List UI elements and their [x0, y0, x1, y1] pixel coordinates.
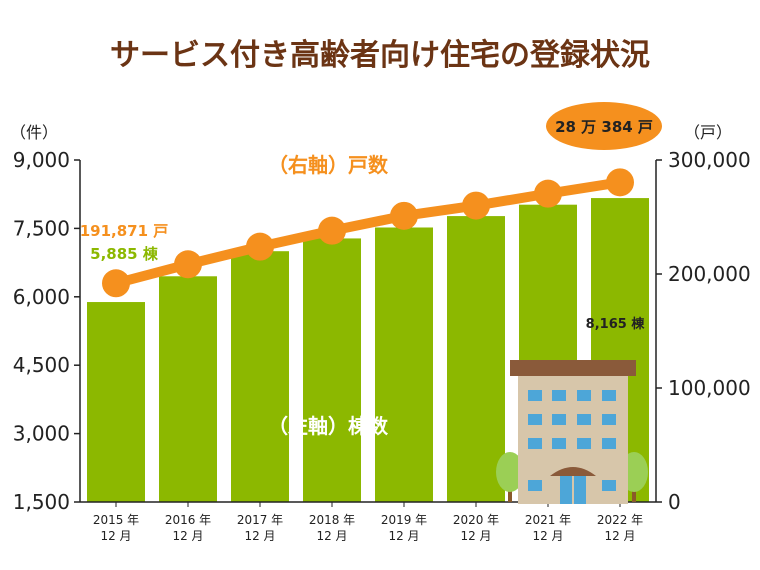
x-tick-label: 12 月	[172, 529, 203, 543]
building-illustration	[496, 360, 648, 504]
right-tick-label: 100,000	[668, 376, 751, 400]
line-point	[390, 201, 418, 230]
bar	[231, 251, 289, 502]
bar	[87, 302, 145, 502]
line-series-label: （右軸）戸数	[268, 153, 389, 177]
right-tick-label: 300,000	[668, 148, 751, 172]
bar-series-label: （左軸）棟数	[268, 414, 389, 438]
first-buildings-annotation: 5,885 棟	[90, 245, 159, 263]
bar	[447, 216, 505, 502]
left-tick-label: 4,500	[13, 353, 70, 377]
x-tick-label: 12 月	[100, 529, 131, 543]
x-tick-label: 12 月	[460, 529, 491, 543]
x-tick-label: 2017 年	[237, 513, 283, 527]
x-tick-label: 2021 年	[525, 513, 571, 527]
x-tick-label: 12 月	[316, 529, 347, 543]
line-point	[174, 250, 202, 279]
first-units-annotation: 191,871 戸	[80, 222, 169, 240]
bar	[375, 227, 433, 502]
left-tick-label: 9,000	[13, 148, 70, 172]
line-layer	[102, 168, 634, 298]
x-tick-label: 2020 年	[453, 513, 499, 527]
right-tick-label: 0	[668, 490, 681, 514]
bar	[303, 238, 361, 502]
left-tick-label: 3,000	[13, 422, 70, 446]
right-tick-label: 200,000	[668, 262, 751, 286]
line-point	[318, 216, 346, 245]
x-tick-label: 2015 年	[93, 513, 139, 527]
x-tick-label: 2019 年	[381, 513, 427, 527]
chart-title: サービス付き高齢者向け住宅の登録状況	[110, 38, 650, 73]
x-tick-label: 12 月	[244, 529, 275, 543]
callout-bubble	[546, 102, 662, 150]
line-point	[246, 232, 274, 261]
line-point	[606, 168, 634, 197]
x-tick-label: 2016 年	[165, 513, 211, 527]
right-axis-unit: （戸）	[684, 123, 732, 142]
x-tick-label: 12 月	[532, 529, 563, 543]
x-tick-label: 2022 年	[597, 513, 643, 527]
x-tick-label: 12 月	[604, 529, 635, 543]
x-tick-label: 12 月	[388, 529, 419, 543]
line-point	[102, 269, 130, 298]
line-point	[462, 191, 490, 220]
last-buildings-annotation: 8,165 棟	[586, 316, 646, 332]
last-units-callout: 28 万 384 戸	[555, 118, 653, 136]
left-tick-label: 7,500	[13, 216, 70, 240]
left-axis-unit: （件）	[10, 123, 58, 142]
left-tick-label: 1,500	[13, 490, 70, 514]
left-tick-label: 6,000	[13, 285, 70, 309]
line-point	[534, 179, 562, 208]
bar	[159, 276, 217, 502]
x-tick-label: 2018 年	[309, 513, 355, 527]
